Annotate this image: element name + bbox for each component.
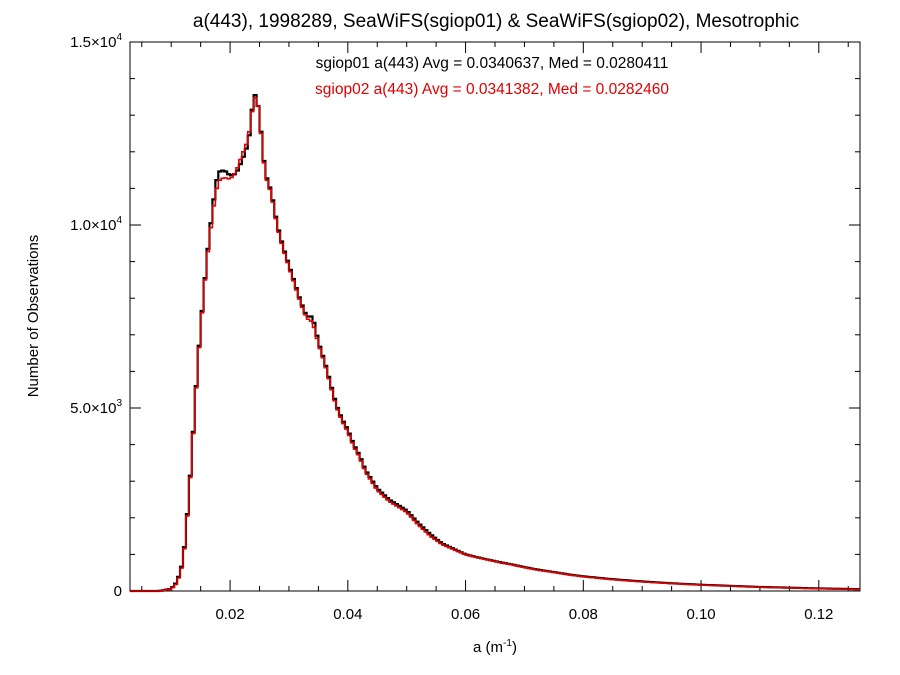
x-axis-label-sup: -1 xyxy=(503,638,512,649)
x-axis-label-tail: ) xyxy=(512,639,517,656)
series-group xyxy=(130,93,860,593)
annotation-sgiop01: sgiop01 a(443) Avg = 0.0340637, Med = 0.… xyxy=(316,55,669,72)
y-tick-label: 1.5×104 xyxy=(70,32,122,51)
x-axis: 0.02 0.04 0.06 0.08 0.10 0.12 xyxy=(141,42,849,623)
y-tick-label: 5.0×103 xyxy=(70,398,122,417)
series-line-2 xyxy=(130,97,860,592)
chart-title: a(443), 1998289, SeaWiFS(sgiop01) & SeaW… xyxy=(193,11,799,32)
y-tick-exponent: 3 xyxy=(116,398,122,409)
y-tick-mantissa: 1.5×10 xyxy=(70,34,116,51)
x-tick-label: 0.08 xyxy=(569,606,598,623)
y-axis-label: Number of Observations xyxy=(25,235,42,398)
y-tick-label: 1.0×104 xyxy=(70,215,122,234)
x-tick-label: 0.12 xyxy=(804,606,833,623)
x-axis-label-base: a (m xyxy=(473,639,503,656)
y-tick-mantissa: 5.0×10 xyxy=(70,400,116,417)
annotation-sgiop02: sgiop02 a(443) Avg = 0.0341382, Med = 0.… xyxy=(315,81,669,98)
x-tick-label: 0.04 xyxy=(333,606,362,623)
y-tick-label: 0 xyxy=(114,583,122,600)
plot-frame xyxy=(129,41,861,592)
series-line-1 xyxy=(130,93,860,593)
x-tick-label: 0.10 xyxy=(686,606,715,623)
x-axis-label: a (m-1) xyxy=(473,638,517,656)
y-tick-mantissa: 1.0×10 xyxy=(70,217,116,234)
y-tick-exponent: 4 xyxy=(116,32,122,43)
x-tick-label: 0.06 xyxy=(451,606,480,623)
y-tick-exponent: 4 xyxy=(116,215,122,226)
x-tick-label: 0.02 xyxy=(215,606,244,623)
